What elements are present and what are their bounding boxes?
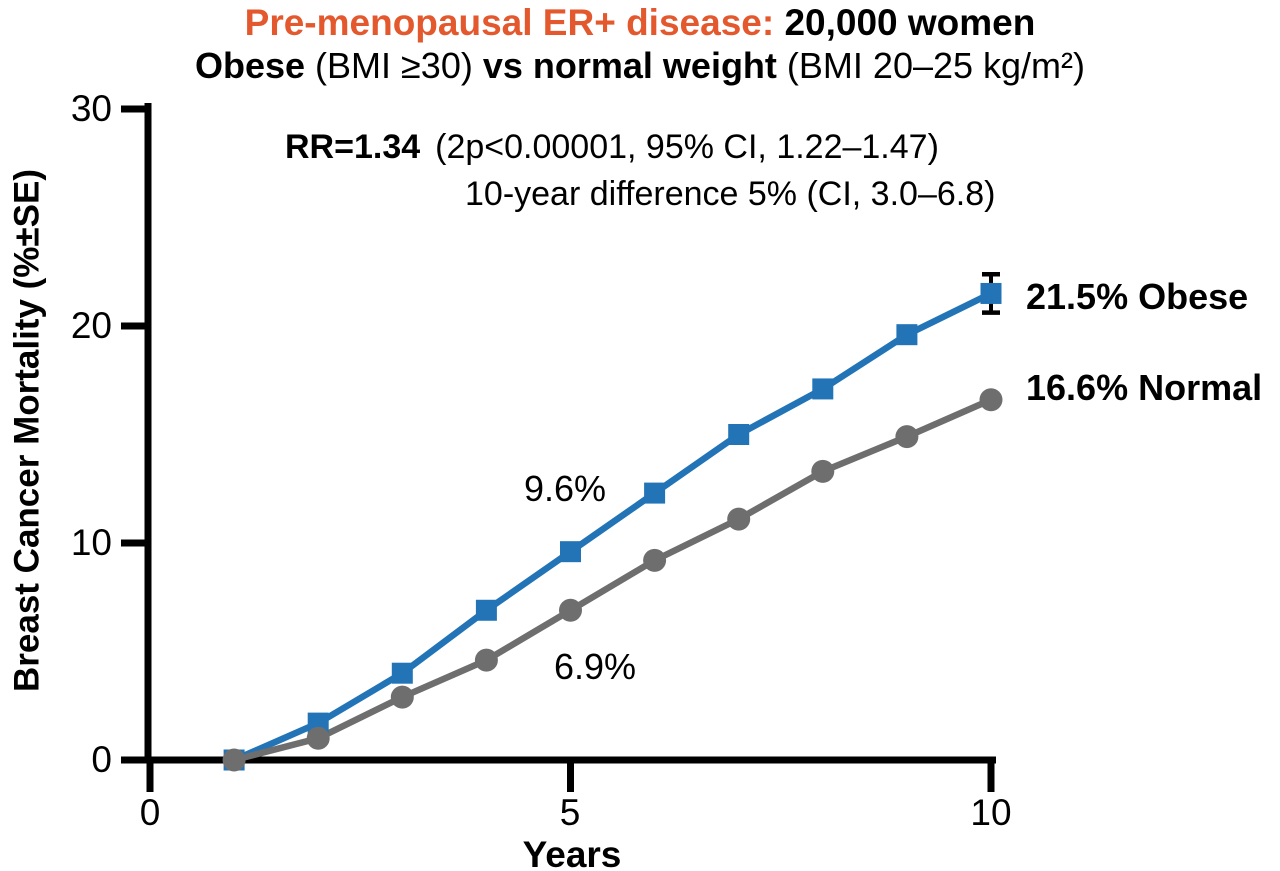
chart-title: Pre-menopausal ER+ disease: 20,000 women xyxy=(0,2,1280,44)
y-tick-label-10: 10 xyxy=(70,522,112,563)
data-point-obese-yr4 xyxy=(475,599,497,621)
y-tick-label-20: 20 xyxy=(70,305,112,346)
series-line-obese xyxy=(232,290,993,763)
data-point-obese-yr8 xyxy=(812,378,834,400)
y-axis-title: Breast Cancer Mortality (%±SE) xyxy=(7,169,47,692)
chart-title-accent: Pre-menopausal ER+ disease: xyxy=(244,2,775,43)
data-point-obese-yr7 xyxy=(728,424,750,445)
y-tick-label-30: 30 xyxy=(70,88,112,129)
chart-title-main: 20,000 women xyxy=(784,2,1036,43)
subtitle-vs-normal: vs normal weight xyxy=(482,45,777,86)
data-point-normal-yr7 xyxy=(727,507,751,531)
data-point-normal-yr3 xyxy=(390,685,414,709)
data-point-normal-yr5 xyxy=(559,598,582,622)
data-point-normal-yr10 xyxy=(979,388,1003,412)
data-point-normal-yr2 xyxy=(306,726,330,750)
subtitle-bmi-normal: (BMI 20–25 kg/m²) xyxy=(776,45,1086,86)
x-tick-label-5: 5 xyxy=(559,792,581,833)
stats-ci-detail: (2p<0.00001, 95% CI, 1.22–1.47) xyxy=(435,128,939,166)
stats-annotation-line2: 10-year difference 5% (CI, 3.0–6.8) xyxy=(465,175,996,213)
point-label-normal-5yr: 6.9% xyxy=(554,646,637,687)
data-point-normal-yr6 xyxy=(643,548,667,572)
data-point-normal-yr8 xyxy=(811,459,835,483)
data-point-obese-yr6 xyxy=(644,482,666,504)
series-line-normal xyxy=(233,396,993,764)
series-end-label-normal: 16.6% Normal xyxy=(1026,367,1263,408)
series-end-label-obese: 21.5% Obese xyxy=(1026,276,1249,317)
data-point-obese-yr9 xyxy=(896,324,918,346)
data-point-normal-yr9 xyxy=(895,425,919,449)
data-point-obese-yr5 xyxy=(560,541,581,563)
data-point-normal-yr1 xyxy=(222,748,246,772)
data-point-normal-yr4 xyxy=(474,648,498,672)
x-axis-title: Years xyxy=(522,834,622,871)
y-tick-label-0: 0 xyxy=(91,739,112,780)
stats-annotation-line1: RR=1.34 (2p<0.00001, 95% CI, 1.22–1.47) xyxy=(285,127,939,168)
point-label-obese-5yr: 9.6% xyxy=(524,468,607,509)
data-point-obese-yr3 xyxy=(391,662,413,684)
stats-rr-value: RR=1.34 xyxy=(285,128,421,166)
x-tick-label-0: 0 xyxy=(139,792,161,833)
subtitle-obese: Obese xyxy=(194,45,306,86)
subtitle-bmi-obese: (BMI ≥30) xyxy=(305,45,483,86)
data-point-obese-yr10 xyxy=(980,282,1002,304)
x-tick-label-10: 10 xyxy=(970,792,1012,833)
chart-subtitle: Obese (BMI ≥30) vs normal weight (BMI 20… xyxy=(0,46,1280,86)
